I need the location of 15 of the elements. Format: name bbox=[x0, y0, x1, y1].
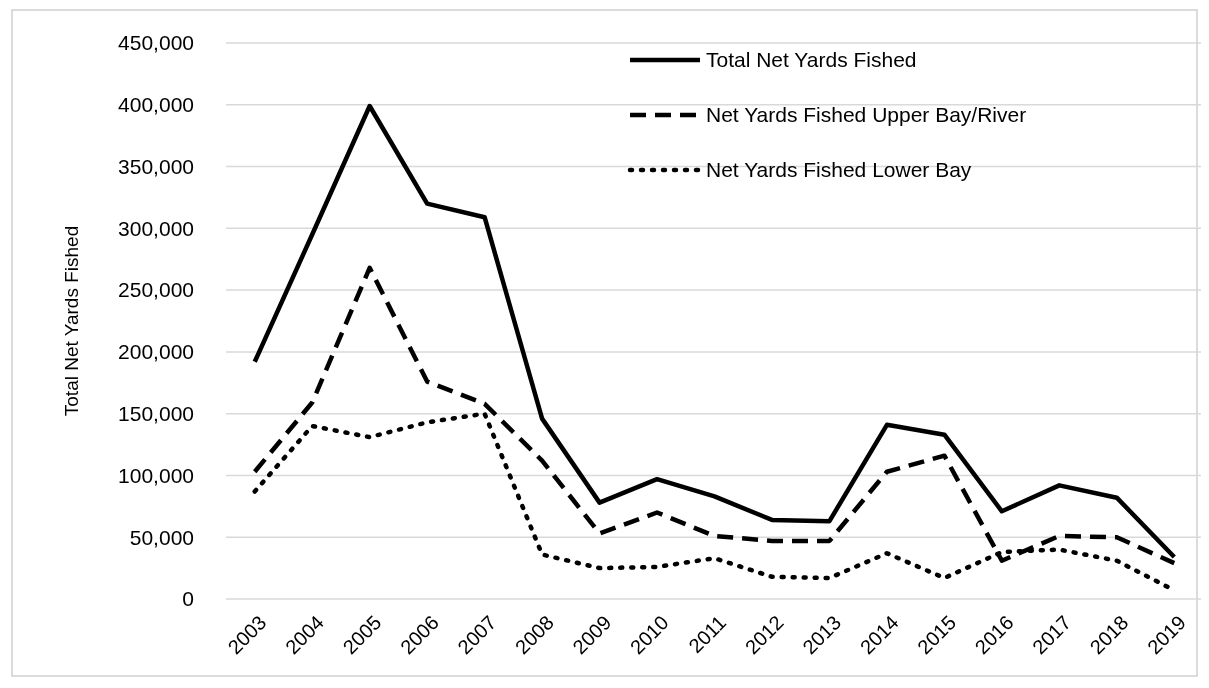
y-tick-label: 450,000 bbox=[118, 31, 194, 55]
y-tick-label: 150,000 bbox=[118, 402, 194, 426]
y-axis-title: Total Net Yards Fished bbox=[61, 225, 82, 417]
y-tick-label: 250,000 bbox=[118, 278, 194, 302]
y-tick-label: 50,000 bbox=[129, 525, 194, 549]
y-tick-label: 200,000 bbox=[118, 340, 194, 364]
y-tick-label: 350,000 bbox=[118, 154, 194, 178]
line-series bbox=[252, 103, 1177, 560]
y-tick-label: 100,000 bbox=[118, 463, 194, 487]
legend-label: Total Net Yards Fished bbox=[706, 48, 917, 72]
y-tick-label: 400,000 bbox=[118, 93, 194, 117]
y-tick-label: 300,000 bbox=[118, 216, 194, 240]
y-tick-label: 0 bbox=[182, 587, 194, 611]
legend-label: Net Yards Fished Lower Bay bbox=[706, 158, 972, 182]
legend-label: Net Yards Fished Upper Bay/River bbox=[706, 103, 1027, 127]
